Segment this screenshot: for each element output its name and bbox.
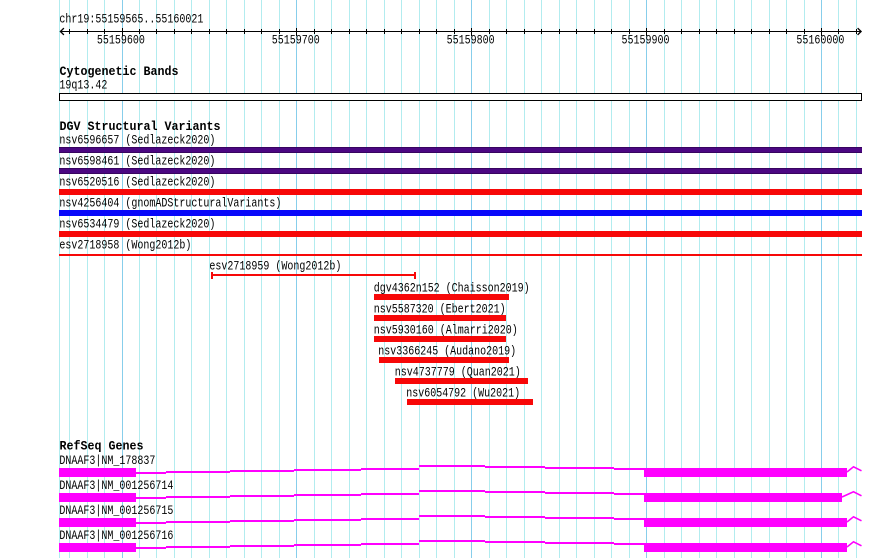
svg-text:DNAAF3|NM_178837: DNAAF3|NM_178837	[59, 453, 155, 468]
svg-text:nsv6054792 (Wu2021): nsv6054792 (Wu2021)	[406, 386, 520, 401]
svg-text:55160000: 55160000	[796, 33, 844, 48]
svg-text:nsv6596657 (Sedlazeck2020): nsv6596657 (Sedlazeck2020)	[59, 133, 215, 148]
svg-text:55159600: 55159600	[97, 33, 145, 48]
svg-text:esv2718959 (Wong2012b): esv2718959 (Wong2012b)	[209, 259, 341, 274]
svg-text:19q13.42: 19q13.42	[59, 78, 107, 93]
svg-text:DNAAF3|NM_001256716: DNAAF3|NM_001256716	[59, 528, 173, 543]
svg-text:nsv3366245 (Audano2019): nsv3366245 (Audano2019)	[378, 344, 516, 359]
svg-text:55159900: 55159900	[622, 33, 670, 48]
svg-text:Cytogenetic Bands: Cytogenetic Bands	[60, 64, 179, 79]
svg-text:RefSeq Genes: RefSeq Genes	[60, 438, 144, 453]
svg-text:DNAAF3|NM_001256715: DNAAF3|NM_001256715	[59, 503, 173, 518]
svg-text:nsv6534479 (Sedlazeck2020): nsv6534479 (Sedlazeck2020)	[59, 217, 215, 232]
svg-text:chr19:55159565..55160021: chr19:55159565..55160021	[59, 12, 203, 27]
svg-text:nsv6598461 (Sedlazeck2020): nsv6598461 (Sedlazeck2020)	[59, 154, 215, 169]
svg-text:nsv5930160 (Almarri2020): nsv5930160 (Almarri2020)	[374, 323, 518, 338]
svg-text:nsv6520516 (Sedlazeck2020): nsv6520516 (Sedlazeck2020)	[59, 175, 215, 190]
svg-text:nsv5587320 (Ebert2021): nsv5587320 (Ebert2021)	[374, 302, 506, 317]
svg-text:nsv4737779 (Quan2021): nsv4737779 (Quan2021)	[395, 365, 521, 380]
svg-text:dgv4362n152 (Chaisson2019): dgv4362n152 (Chaisson2019)	[374, 281, 530, 296]
svg-text:DGV Structural Variants: DGV Structural Variants	[60, 119, 221, 134]
svg-text:55159700: 55159700	[272, 33, 320, 48]
svg-text:DNAAF3|NM_001256714: DNAAF3|NM_001256714	[59, 478, 173, 493]
svg-text:nsv4256404 (gnomADStructuralVa: nsv4256404 (gnomADStructuralVariants)	[59, 196, 281, 211]
svg-text:55159800: 55159800	[447, 33, 495, 48]
svg-text:esv2718958 (Wong2012b): esv2718958 (Wong2012b)	[59, 238, 191, 253]
